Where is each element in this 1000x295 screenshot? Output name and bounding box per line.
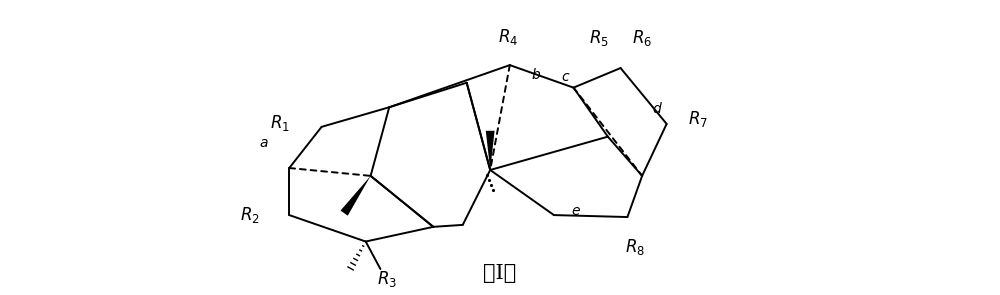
Text: $R_3$: $R_3$ xyxy=(377,269,397,289)
Polygon shape xyxy=(486,131,495,170)
Text: $R_8$: $R_8$ xyxy=(625,237,645,257)
Text: $R_6$: $R_6$ xyxy=(632,28,652,48)
Text: b: b xyxy=(531,68,540,82)
Text: $R_4$: $R_4$ xyxy=(498,27,518,47)
Text: a: a xyxy=(259,136,268,150)
Text: d: d xyxy=(652,102,661,116)
Text: e: e xyxy=(572,204,580,218)
Polygon shape xyxy=(341,176,371,216)
Text: $R_2$: $R_2$ xyxy=(240,205,260,225)
Text: （I）: （I） xyxy=(483,264,517,283)
Text: $R_1$: $R_1$ xyxy=(270,113,290,133)
Text: $R_5$: $R_5$ xyxy=(589,28,609,48)
Text: $R_7$: $R_7$ xyxy=(688,109,708,129)
Text: c: c xyxy=(561,70,569,84)
